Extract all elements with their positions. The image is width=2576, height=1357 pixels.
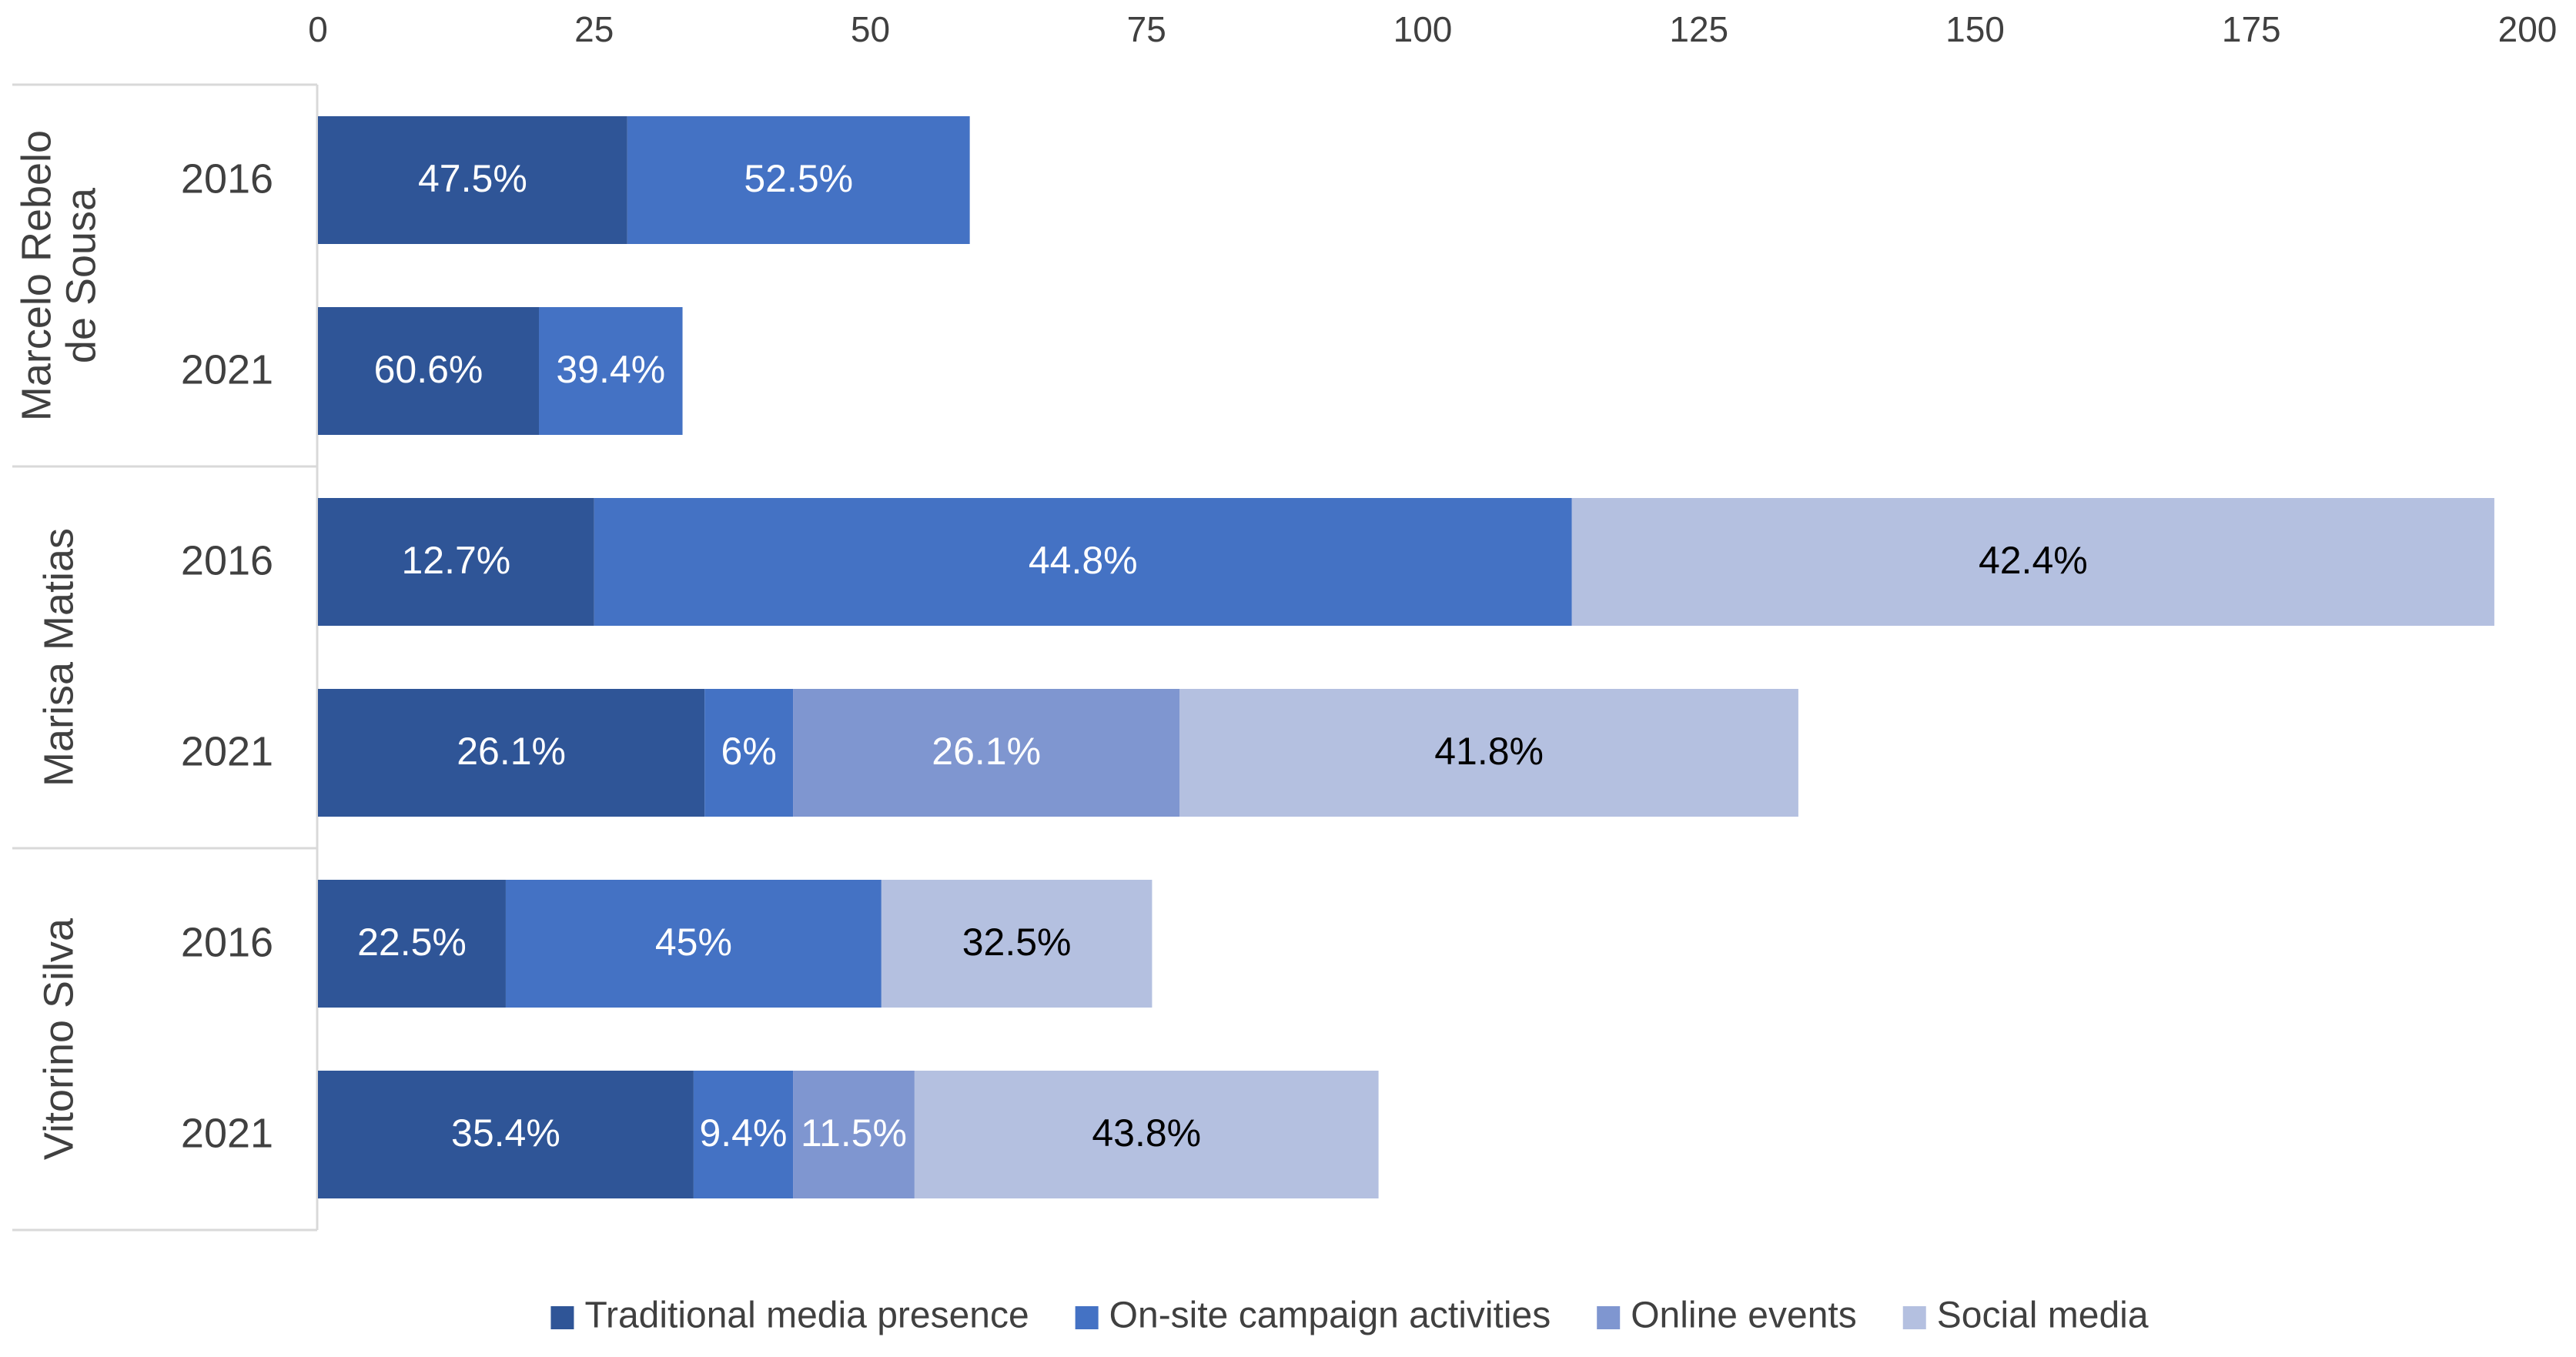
legend-swatch [1902, 1306, 1926, 1329]
bar-segment [914, 1071, 1379, 1198]
x-tick-label: 125 [1669, 9, 1728, 49]
legend-label: Traditional media presence [584, 1295, 1029, 1336]
legend-swatch [550, 1306, 574, 1329]
bars-layer [318, 116, 2494, 1198]
data-label: 6% [721, 730, 777, 773]
year-label: 2016 [181, 155, 273, 202]
bar-segment [693, 1071, 794, 1198]
year-label: 2021 [181, 346, 273, 393]
bar-segment [1571, 498, 2494, 626]
bar-segment [318, 880, 506, 1008]
bar-segment [594, 498, 1572, 626]
x-tick-label: 0 [308, 9, 328, 49]
bar-segment [539, 307, 683, 435]
candidate-label: Marisa Matias [35, 528, 82, 787]
bar-segment [318, 498, 594, 626]
x-tick-label: 100 [1393, 9, 1453, 49]
data-label: 45% [655, 921, 732, 964]
x-tick-label: 175 [2222, 9, 2281, 49]
labels-layer: 47.5% 52.5% 60.6% 39.4% 12.7% 44.8% 42.4% 26.1%… [357, 157, 2088, 1155]
data-label: 42.4% [1979, 539, 2088, 582]
data-label: 43.8% [1092, 1111, 1201, 1155]
bar-segment [1179, 689, 1798, 817]
x-tick-label: 150 [1945, 9, 2005, 49]
data-label: 22.5% [357, 921, 467, 964]
data-label: 9.4% [699, 1111, 787, 1155]
year-label: 2021 [181, 728, 273, 774]
data-label: 41.8% [1434, 730, 1544, 773]
bar-segment [793, 1071, 915, 1198]
bar-segment [318, 307, 539, 435]
data-label: 32.5% [962, 921, 1072, 964]
data-label: 44.8% [1029, 539, 1138, 582]
data-label: 26.1% [457, 730, 566, 773]
legend: Traditional media presence On-site campai… [550, 1295, 2149, 1336]
bar-segment [505, 880, 882, 1008]
candidate-label: Vitorino Silva [35, 917, 82, 1160]
bar-segment [881, 880, 1153, 1008]
bar-segment [627, 116, 970, 244]
candidate-label: de Sousa [58, 187, 104, 363]
data-label: 60.6% [374, 348, 483, 391]
year-label: 2016 [181, 537, 273, 583]
legend-swatch [1075, 1306, 1099, 1329]
bar-segment [318, 1071, 694, 1198]
data-label: 26.1% [932, 730, 1041, 773]
candidate-label: Marcelo Rebelo [13, 130, 59, 421]
legend-label: On-site campaign activities [1109, 1295, 1551, 1336]
bar-segment [318, 689, 705, 817]
data-label: 12.7% [401, 539, 510, 582]
x-tick-label: 25 [574, 9, 614, 49]
data-label: 47.5% [418, 157, 527, 200]
bar-segment [793, 689, 1180, 817]
x-tick-label: 75 [1127, 9, 1166, 49]
legend-label: Online events [1631, 1295, 1857, 1336]
data-label: 35.4% [451, 1111, 560, 1155]
data-label: 52.5% [744, 157, 853, 200]
year-label: 2016 [181, 919, 273, 965]
data-label: 39.4% [556, 348, 665, 391]
data-label: 11.5% [801, 1111, 907, 1155]
x-tick-label: 200 [2498, 9, 2558, 49]
bar-segment [318, 116, 627, 244]
legend-label: Social media [1937, 1295, 2149, 1336]
x-tick-label: 50 [851, 9, 890, 49]
bar-segment [704, 689, 794, 817]
legend-swatch [1597, 1306, 1621, 1329]
year-label: 2021 [181, 1110, 273, 1156]
